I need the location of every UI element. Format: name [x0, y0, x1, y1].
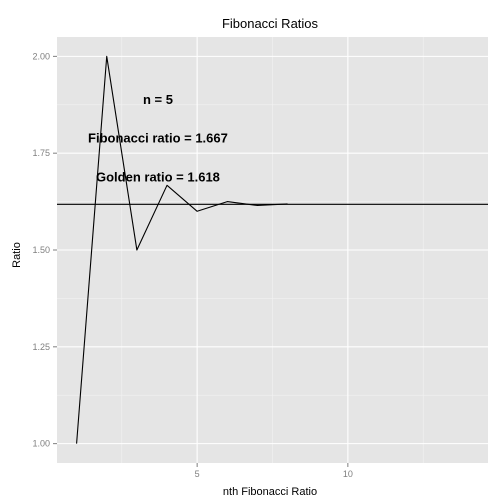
y-tick-label: 1.75 [32, 148, 50, 158]
n-annotation: n = 5 [143, 92, 173, 107]
x-axis-title: nth Fibonacci Ratio [223, 486, 317, 498]
golden-ratio-annotation: Golden ratio = 1.618 [96, 169, 220, 184]
axis-ticks: 5 10 1.00 1.25 1.50 1.75 2.00 [32, 51, 352, 479]
annotation-layer: n = 5 Fibonacci ratio = 1.667 Golden rat… [88, 92, 228, 184]
y-tick-label: 1.50 [32, 245, 50, 255]
ratio-series-line [76, 55, 288, 444]
y-tick-label: 2.00 [32, 51, 50, 61]
chart-title: Fibonacci Ratios [222, 16, 319, 31]
y-tick-label: 1.25 [32, 342, 50, 352]
y-axis-title: Ratio [11, 242, 23, 268]
fibonacci-ratio-annotation: Fibonacci ratio = 1.667 [88, 131, 228, 146]
y-tick-label: 1.00 [32, 439, 50, 449]
series-layer [76, 55, 288, 444]
major-grid [57, 37, 488, 463]
x-tick-label: 10 [343, 469, 353, 479]
x-tick-label: 5 [195, 469, 200, 479]
